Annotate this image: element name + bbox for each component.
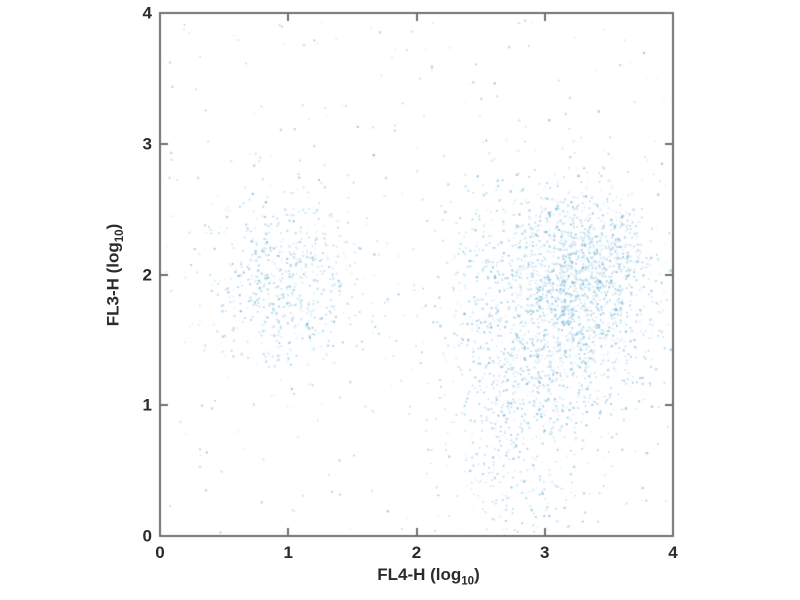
x-tick-label-2: 2 <box>411 543 422 562</box>
x-axis-label: FL4-H (log10) <box>377 565 480 587</box>
x-tick-label-3: 3 <box>540 543 550 562</box>
y-axis-label-subscript: 10 <box>113 228 126 242</box>
y-axis-label-close: ) <box>103 223 123 229</box>
y-tick-label-1: 1 <box>142 395 152 415</box>
x-axis-label-text: FL4-H (log <box>377 565 462 584</box>
y-axis-label: FL3-H (log10) <box>103 223 126 326</box>
x-tick-label-0: 0 <box>155 543 165 562</box>
x-axis-label-close: ) <box>474 565 480 584</box>
y-axis-label-text: FL3-H (log <box>103 241 123 326</box>
y-tick-label-2: 2 <box>142 265 152 284</box>
y-tick-label-3: 3 <box>142 134 152 154</box>
y-tick-label-0: 0 <box>142 526 152 546</box>
x-tick-label-1: 1 <box>283 543 293 562</box>
x-axis-label-subscript: 10 <box>461 575 475 588</box>
y-tick-label-4: 4 <box>142 3 152 23</box>
x-tick-label-4: 4 <box>668 543 678 562</box>
